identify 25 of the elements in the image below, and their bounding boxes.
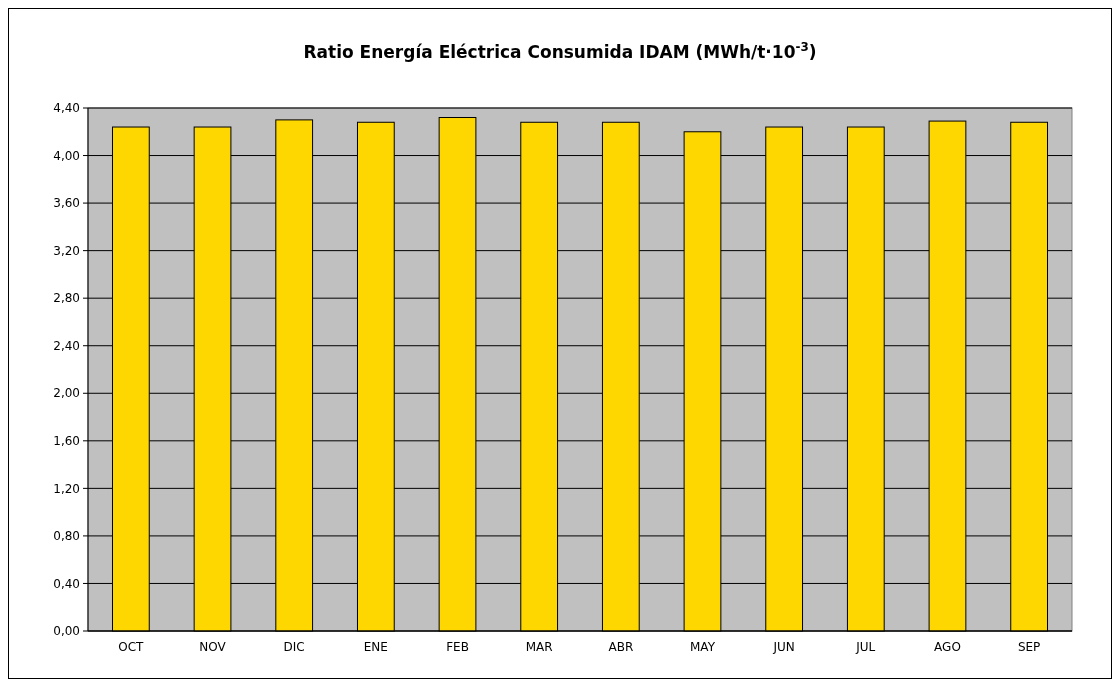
y-tick-label: 2,00 — [53, 386, 80, 401]
x-tick-label: ENE — [363, 640, 388, 654]
y-tick-label: 2,40 — [53, 338, 80, 353]
chart-title: Ratio Energía Eléctrica Consumida IDAM (MWh/t·10$^{-3}$) — [303, 40, 817, 62]
y-tick-label: 3,60 — [53, 196, 80, 211]
x-tick-label: OCT — [118, 640, 145, 654]
y-tick-label: 1,60 — [53, 434, 80, 449]
y-tick-label: 4,00 — [53, 148, 80, 163]
y-tick-label: 3,20 — [53, 243, 80, 258]
x-tick-label: JUL — [855, 640, 876, 654]
x-tick-label: FEB — [446, 640, 469, 654]
y-tick-label: 0,00 — [53, 624, 80, 639]
x-tick-label: SEP — [1017, 640, 1041, 654]
y-tick-label: 2,80 — [53, 291, 80, 306]
y-tick-label: 1,20 — [53, 481, 80, 496]
x-tick-label: DIC — [283, 640, 305, 654]
x-tick-label: MAR — [525, 640, 553, 654]
y-tick-label: 0,80 — [53, 529, 80, 544]
x-tick-label: MAY — [690, 640, 716, 654]
y-tick-label: 4,40 — [53, 101, 80, 116]
x-tick-label: ABR — [608, 640, 634, 654]
y-tick-label: 0,40 — [53, 576, 80, 591]
x-tick-label: AGO — [934, 640, 961, 654]
x-tick-label: JUN — [772, 640, 795, 654]
x-tick-label: NOV — [199, 640, 227, 654]
